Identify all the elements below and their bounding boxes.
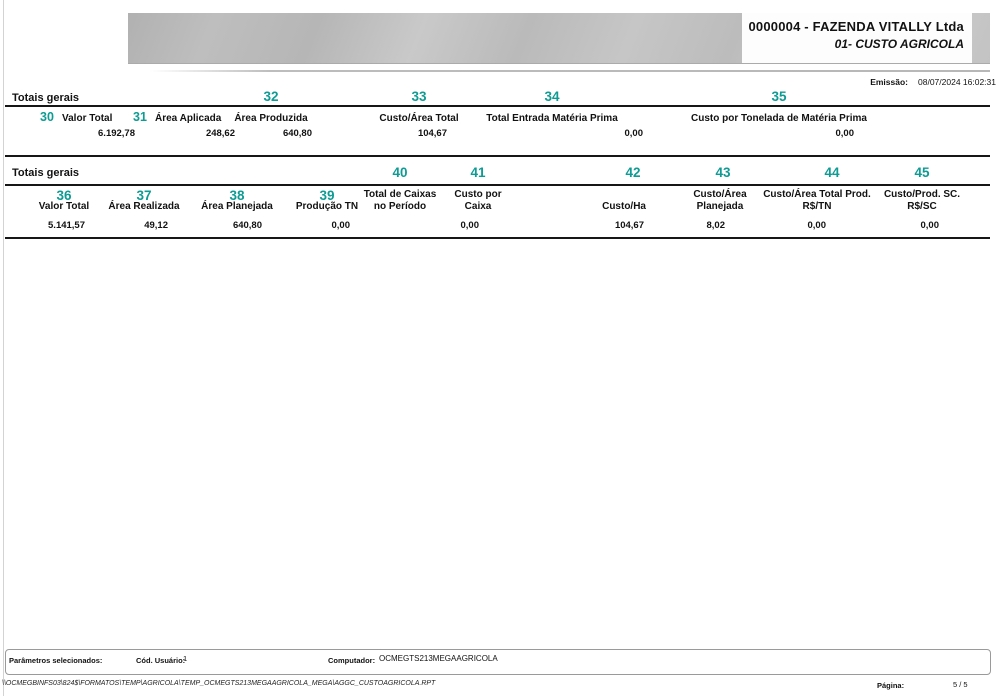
user-code-label: Cód. Usuário: (136, 656, 186, 665)
label-line-2: R$/TN (802, 200, 832, 212)
computer-label: Computador: (328, 656, 376, 665)
annotation-42: 42 (625, 165, 641, 180)
field-label-area-realizada: Área Realizada (108, 201, 180, 212)
field-label-custo-por-caixa: Custo por Caixa (438, 189, 518, 212)
section2-top-rule (5, 184, 990, 186)
section2-bottom-rule (5, 237, 990, 239)
field-value-custo-tonelada-materia-prima: 0,00 (835, 128, 855, 139)
field-value-custo-area-total-prod: 0,00 (807, 220, 827, 231)
field-value-total-entrada-materia-prima: 0,00 (624, 128, 644, 139)
field-label-total-entrada-materia-prima: Total Entrada Matéria Prima (486, 113, 618, 124)
field-label-custo-area-total: Custo/Área Total (379, 113, 459, 124)
field-value-area-planejada: 640,80 (232, 220, 262, 231)
label-line-2: R$/SC (907, 200, 937, 212)
field-label-custo-area-total-prod: Custo/Área Total Prod. R$/TN (752, 189, 882, 212)
field-value-producao-tn: 0,00 (331, 220, 351, 231)
header-info-box: 0000004 - FAZENDA VITALLY Ltda 01- CUSTO… (742, 13, 972, 63)
field-label-custo-prod-sc: Custo/Prod. SC. R$/SC (862, 189, 982, 212)
field-value-area-aplicada: 248,62 (205, 128, 235, 139)
field-label-valor-total-2: Valor Total (38, 201, 90, 212)
section2-title: Totais gerais (12, 167, 80, 179)
field-value-area-realizada: 49,12 (144, 220, 168, 231)
emission-row: Emissão: 08/07/2024 16:02:31 (870, 72, 996, 90)
field-value-area-produzida: 640,80 (282, 128, 312, 139)
field-label-valor-total: Valor Total (62, 113, 113, 124)
annotation-40: 40 (392, 165, 408, 180)
annotation-33: 33 (411, 89, 427, 104)
field-value-custo-por-caixa: 0,00 (460, 220, 480, 231)
label-line-1: Total de Caixas (363, 189, 437, 200)
company-name: 0000004 - FAZENDA VITALLY Ltda (748, 19, 964, 34)
field-label-area-aplicada: Área Aplicada (155, 113, 222, 124)
field-value-valor-total-2: 5.141,57 (48, 220, 85, 231)
computer-value: OCMEGTS213MEGAAGRICOLA (379, 654, 498, 663)
page-left-border (3, 0, 4, 696)
annotation-45: 45 (914, 165, 930, 180)
annotation-34: 34 (544, 89, 560, 104)
section1-title: Totais gerais (12, 92, 80, 104)
user-code-value: 1 (183, 654, 188, 663)
label-line-1: Custo/Área (693, 189, 747, 200)
label-line-1: Custo/Prod. SC. (883, 189, 961, 200)
annotation-39: 39 (319, 188, 335, 203)
annotation-31: 31 (133, 110, 147, 124)
annotation-30: 30 (40, 110, 54, 124)
page-number-value: 5 / 5 (953, 680, 968, 689)
field-label-custo-ha: Custo/Ha (602, 201, 646, 212)
emission-label: Emissão: (870, 77, 908, 87)
annotation-38: 38 (229, 188, 245, 203)
page-number-label: Página: (877, 681, 905, 690)
field-label-total-caixas-periodo: Total de Caixas no Período (345, 189, 455, 212)
field-label-area-produzida: Área Produzida (234, 113, 308, 124)
annotation-32: 32 (263, 89, 279, 104)
parameters-box (5, 649, 991, 675)
field-label-producao-tn: Produção TN (295, 201, 359, 212)
section1-top-rule (5, 105, 990, 107)
label-line-2: Caixa (464, 200, 492, 212)
field-label-custo-area-planejada: Custo/Área Planejada (677, 189, 763, 212)
field-value-custo-ha: 104,67 (614, 220, 644, 231)
annotation-41: 41 (470, 165, 486, 180)
emission-value: 08/07/2024 16:02:31 (918, 77, 996, 87)
annotation-44: 44 (824, 165, 840, 180)
field-value-custo-area-planejada: 8,02 (706, 220, 726, 231)
label-line-2: Planejada (696, 200, 744, 212)
label-line-1: Custo por (454, 189, 502, 200)
field-value-custo-area-total: 104,67 (417, 128, 447, 139)
report-title: 01- CUSTO AGRICOLA (834, 37, 964, 51)
field-value-valor-total: 6.192,78 (98, 128, 135, 139)
label-line-1: Custo/Área Total Prod. (763, 189, 871, 200)
label-line-2: no Período (373, 200, 427, 212)
annotation-35: 35 (771, 89, 787, 104)
field-label-custo-tonelada-materia-prima: Custo por Tonelada de Matéria Prima (691, 113, 867, 124)
section1-bottom-rule (5, 155, 990, 157)
annotation-36: 36 (56, 188, 72, 203)
header-rule (150, 70, 990, 72)
annotation-43: 43 (715, 165, 731, 180)
field-value-custo-prod-sc: 0,00 (920, 220, 940, 231)
annotation-37: 37 (136, 188, 152, 203)
field-label-area-planejada: Área Planejada (201, 201, 273, 212)
params-label: Parâmetros selecionados: (9, 656, 103, 665)
report-file-path: \\OCMEGBINFS03\824$\FORMATOS\TEMP\AGRICO… (2, 680, 436, 687)
